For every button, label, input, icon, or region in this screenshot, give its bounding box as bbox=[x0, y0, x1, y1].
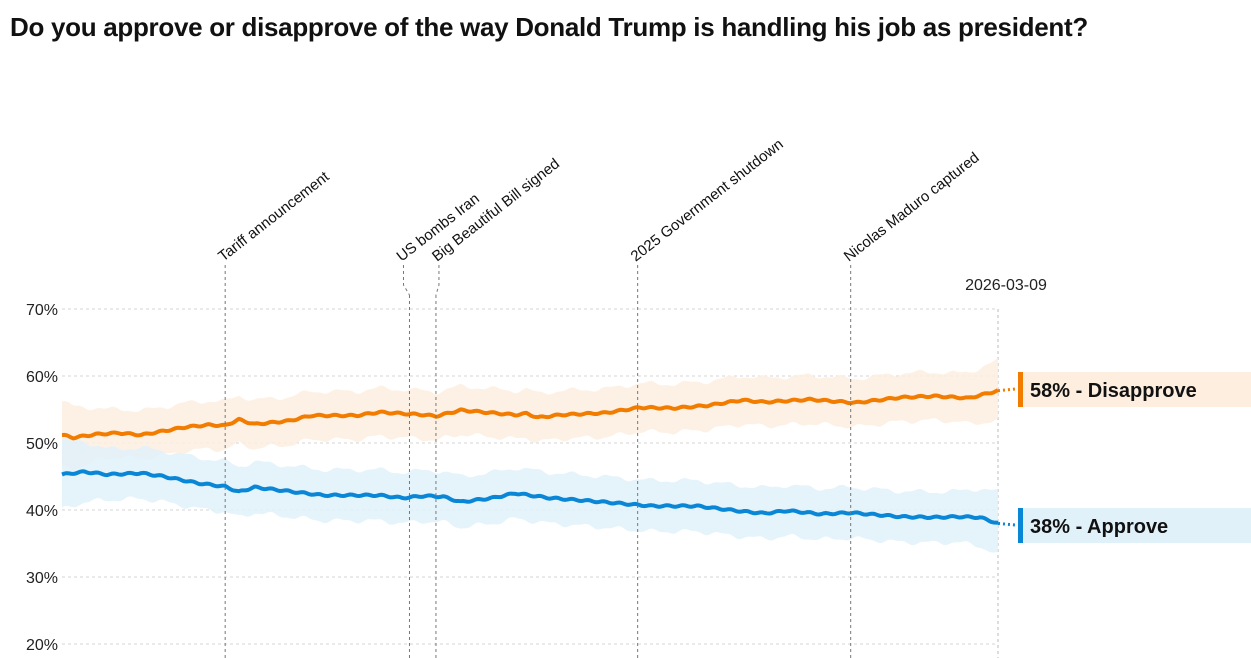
event-label: Tariff announcement bbox=[215, 168, 333, 265]
connector-approve bbox=[997, 521, 1016, 527]
final-label-bg bbox=[1018, 372, 1251, 407]
y-tick-label: 50% bbox=[26, 436, 58, 453]
connector-disapprove bbox=[997, 387, 1016, 393]
y-tick-label: 40% bbox=[26, 503, 58, 520]
y-tick-label: 60% bbox=[26, 369, 58, 386]
event-line bbox=[435, 265, 440, 296]
chart-title: Do you approve or disapprove of the way … bbox=[10, 12, 1088, 42]
y-tick-label: 70% bbox=[26, 302, 58, 319]
event-label: Nicolas Maduro captured bbox=[841, 149, 983, 265]
event-line bbox=[402, 265, 410, 296]
y-tick-label: 30% bbox=[26, 570, 58, 587]
series-line-approve bbox=[61, 469, 999, 525]
final-label-marker bbox=[1018, 508, 1023, 543]
final-label-marker bbox=[1018, 372, 1023, 407]
y-tick-label: 20% bbox=[26, 637, 58, 654]
final-label-approve: 38% - Approve bbox=[1030, 516, 1168, 538]
end-date-label: 2026-03-09 bbox=[965, 277, 1047, 294]
final-label-disapprove: 58% - Disapprove bbox=[1030, 380, 1197, 402]
final-label-bg bbox=[1018, 508, 1251, 543]
series-line-disapprove bbox=[61, 388, 999, 441]
event-label: 2025 Government shutdown bbox=[628, 136, 787, 265]
